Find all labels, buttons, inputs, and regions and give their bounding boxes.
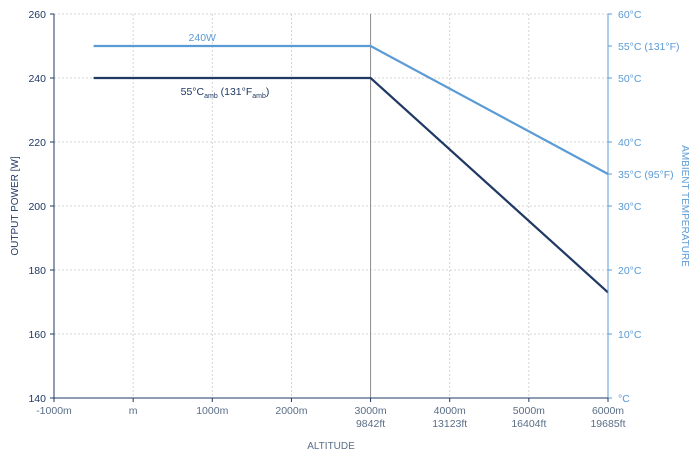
x-tick-label: 2000m [275, 405, 307, 417]
label-55c-base: 55°C [181, 86, 205, 98]
axes: 140 160 180 200 220 240 260 °C 10°C 20°C 30°C 35°C … [28, 9, 679, 430]
label-55c-sub2: amb [252, 93, 266, 100]
y2-tick-label: 30°C [618, 201, 642, 213]
y2-tick-label: 20°C [618, 265, 642, 277]
series-lines [93, 44, 609, 294]
y-tick-label: 140 [28, 393, 46, 405]
y2-tick-label: 35°C (95°F) [618, 169, 674, 181]
series-label-55c: 55°Camb (131°Famb) [181, 86, 270, 100]
y-tick-label: 200 [28, 201, 46, 213]
y2-tick-label: 60°C [618, 9, 642, 21]
x-axis-title: ALTITUDE [307, 441, 355, 452]
y2-axis-title: AMBIENT TEMPERATURE [679, 145, 690, 267]
x-tick-sublabel: 9842ft [356, 418, 385, 430]
y2-tick-label: 10°C [618, 329, 642, 341]
y-axis-title: OUTPUT POWER [W] [10, 156, 21, 255]
x-tick-label: 1000m [196, 405, 228, 417]
y2-tick-label: 40°C [618, 137, 642, 149]
grid [54, 13, 609, 398]
series-line [93, 44, 609, 175]
x-tick-sublabel: 16404ft [511, 418, 546, 430]
y-tick-label: 160 [28, 329, 46, 341]
labels: 240W 55°Camb (131°Famb) ALTITUDE OUTPUT … [10, 32, 690, 452]
y-tick-label: 220 [28, 137, 46, 149]
y2-tick-label: °C [618, 393, 630, 405]
series-label-240w: 240W [189, 32, 217, 44]
y-tick-label: 240 [28, 73, 46, 85]
x-tick-sublabel: 19685ft [590, 418, 625, 430]
label-55c-sub1: amb [204, 93, 218, 100]
label-55c-end: ) [266, 86, 270, 98]
x-tick-label: 5000m [513, 405, 545, 417]
y2-tick-label: 55°C (131°F) [618, 41, 680, 53]
y2-tick-label: 50°C [618, 73, 642, 85]
x-tick-label: 6000m [592, 405, 624, 417]
series-line [93, 76, 609, 294]
x-tick-label: 4000m [434, 405, 466, 417]
x-tick-label: 3000m [355, 405, 387, 417]
x-tick-sublabel: 13123ft [432, 418, 467, 430]
label-55c-mid: (131°F [218, 86, 253, 98]
x-tick-label: m [129, 405, 138, 417]
x-tick-label: -1000m [36, 405, 72, 417]
y-tick-label: 180 [28, 265, 46, 277]
y-tick-label: 260 [28, 9, 46, 21]
